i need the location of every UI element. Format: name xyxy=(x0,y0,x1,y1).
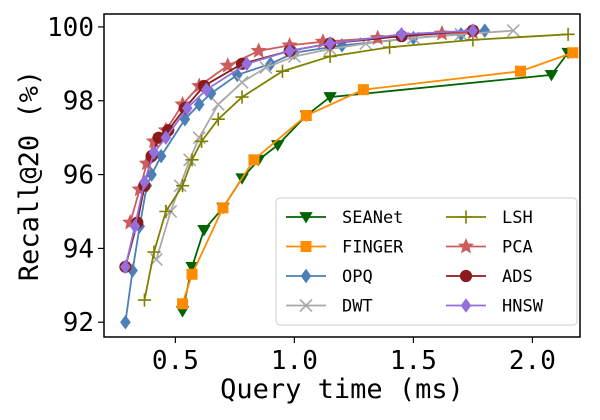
legend: SEANet FINGER OPQ DWT LSH PCA ADS HNSW xyxy=(275,197,578,326)
y-tick-label: 98 xyxy=(63,87,94,117)
data-point-finger xyxy=(567,47,579,59)
data-point-finger xyxy=(186,268,198,280)
data-point-dwt xyxy=(235,75,249,89)
y-axis-label: Recall@20 (%) xyxy=(14,70,45,281)
data-point-lsh xyxy=(383,40,397,54)
data-point-hnsw xyxy=(284,43,295,59)
series-line-finger xyxy=(181,51,574,305)
x-tick-label: 2.0 xyxy=(509,346,556,376)
data-point-finger xyxy=(357,84,369,96)
data-point-lsh xyxy=(185,153,199,167)
data-point-dwt xyxy=(259,60,273,75)
x-axis-label: Query time (ms) xyxy=(220,374,464,405)
data-point-lsh xyxy=(175,179,190,193)
y-tick-label: 96 xyxy=(63,161,94,191)
data-point-opq xyxy=(193,97,205,112)
plot-frame xyxy=(103,13,581,338)
legend-label: HNSW xyxy=(502,297,544,317)
data-point-pca xyxy=(219,57,236,73)
series-lsh xyxy=(137,27,575,307)
data-point-lsh xyxy=(561,27,575,41)
legend-marker-hnsw xyxy=(460,298,472,313)
data-point-lsh xyxy=(137,293,152,307)
data-point-lsh xyxy=(211,112,225,126)
legend-marker-pca xyxy=(457,237,475,254)
data-point-lsh xyxy=(323,49,337,64)
data-point-hnsw xyxy=(182,100,193,116)
data-point-opq xyxy=(120,314,131,330)
x-tick-label: 0.5 xyxy=(152,346,199,376)
x-tick-label: 1.5 xyxy=(390,346,437,376)
legend-label: FINGER xyxy=(342,238,404,258)
legend-item-hnsw: HNSW xyxy=(446,297,544,317)
data-point-hnsw xyxy=(241,56,253,72)
legend-label: LSH xyxy=(502,208,533,228)
data-point-finger xyxy=(248,154,260,166)
series-layer xyxy=(119,23,579,330)
legend-box xyxy=(275,197,578,326)
legend-marker-dwt xyxy=(299,298,313,313)
series-hnsw xyxy=(120,23,479,275)
legend-label: SEANet xyxy=(342,208,403,228)
data-point-lsh xyxy=(159,204,173,219)
legend-marker-finger xyxy=(300,240,312,252)
data-point-hnsw xyxy=(396,27,407,42)
legend-item-seanet: SEANet xyxy=(286,208,403,228)
legend-label: OPQ xyxy=(342,267,373,287)
data-point-hnsw xyxy=(139,174,150,190)
data-point-finger xyxy=(300,110,312,122)
y-tick-label: 100 xyxy=(47,13,94,43)
legend-label: PCA xyxy=(502,238,533,258)
data-point-dwt xyxy=(506,24,520,38)
series-finger xyxy=(177,47,579,310)
data-point-hnsw xyxy=(324,36,336,51)
data-point-seanet xyxy=(323,92,337,104)
data-point-lsh xyxy=(194,134,209,148)
data-point-hnsw xyxy=(120,259,131,275)
legend-item-ads: ADS xyxy=(446,267,533,287)
legend-item-pca: PCA xyxy=(446,238,533,258)
legend-item-finger: FINGER xyxy=(286,238,404,258)
y-axis: 92 94 96 98 100 xyxy=(47,13,104,338)
legend-marker-ads xyxy=(459,269,473,283)
data-point-finger xyxy=(217,202,229,214)
data-point-finger xyxy=(515,65,527,77)
data-point-lsh xyxy=(275,64,290,78)
series-line-pca xyxy=(129,31,473,223)
legend-marker-lsh xyxy=(459,210,473,224)
y-tick-label: 94 xyxy=(63,234,94,264)
legend-item-lsh: LSH xyxy=(446,208,533,228)
legend-marker-seanet xyxy=(299,212,313,224)
legend-item-dwt: DWT xyxy=(286,297,373,317)
data-point-pca xyxy=(250,42,267,58)
data-point-seanet xyxy=(197,225,211,237)
data-point-dwt xyxy=(211,97,225,112)
data-point-finger xyxy=(177,298,189,310)
legend-item-opq: OPQ xyxy=(286,267,373,287)
data-point-seanet xyxy=(544,70,559,82)
data-point-hnsw xyxy=(160,130,172,145)
legend-label: ADS xyxy=(502,267,533,287)
legend-label: DWT xyxy=(342,297,373,317)
legend-marker-opq xyxy=(300,268,312,284)
data-point-hnsw xyxy=(129,218,141,234)
data-point-hnsw xyxy=(201,82,212,97)
data-point-opq xyxy=(479,23,491,38)
data-point-lsh xyxy=(147,245,161,259)
x-axis: 0.5 1.0 1.5 2.0 xyxy=(152,337,556,376)
y-tick-label: 92 xyxy=(63,308,94,338)
series-line-hnsw xyxy=(124,29,473,268)
data-point-lsh xyxy=(235,90,249,104)
data-point-hnsw xyxy=(148,145,160,160)
x-tick-label: 1.0 xyxy=(271,346,318,376)
data-point-hnsw xyxy=(467,23,479,38)
